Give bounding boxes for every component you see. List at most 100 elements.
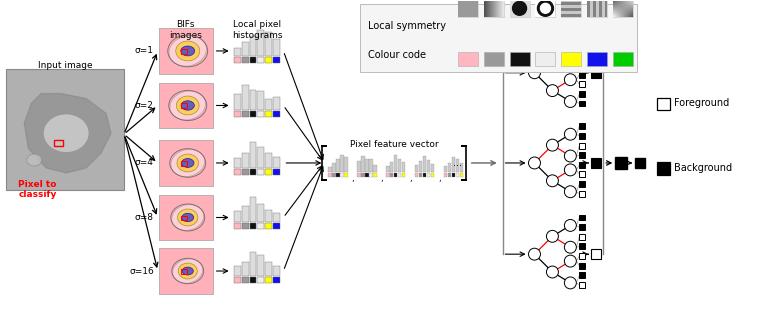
Bar xyxy=(402,162,406,172)
Bar xyxy=(258,223,265,229)
Bar xyxy=(579,91,586,97)
Circle shape xyxy=(537,0,554,16)
Bar xyxy=(241,223,248,229)
Circle shape xyxy=(565,96,576,108)
Bar xyxy=(622,13,623,14)
Bar xyxy=(630,15,631,16)
Bar xyxy=(159,83,213,128)
Bar xyxy=(561,5,581,6)
Bar xyxy=(615,10,616,11)
Bar xyxy=(579,81,586,87)
Bar xyxy=(623,16,624,17)
Bar xyxy=(258,91,265,110)
Bar xyxy=(614,15,615,16)
Bar xyxy=(488,0,489,17)
Bar xyxy=(626,13,627,14)
Bar xyxy=(619,11,620,12)
Bar xyxy=(631,0,632,1)
Bar xyxy=(615,4,616,5)
Bar xyxy=(265,111,272,117)
Bar xyxy=(258,57,265,63)
Bar xyxy=(427,160,431,172)
Bar xyxy=(587,0,608,17)
Text: σ=4: σ=4 xyxy=(135,159,153,167)
Bar xyxy=(614,10,615,11)
Bar xyxy=(623,4,624,5)
Bar xyxy=(613,2,614,4)
Bar xyxy=(398,159,402,172)
Bar xyxy=(627,11,628,12)
Bar xyxy=(617,4,619,5)
Bar xyxy=(423,156,427,172)
Bar xyxy=(233,111,240,117)
Bar xyxy=(615,157,627,169)
Bar xyxy=(561,13,581,14)
Bar xyxy=(614,5,615,6)
Bar xyxy=(427,173,431,177)
Bar xyxy=(431,173,435,177)
Bar xyxy=(631,4,632,5)
Bar xyxy=(622,9,623,10)
Bar xyxy=(623,10,624,11)
Bar xyxy=(619,2,620,4)
Bar xyxy=(631,5,632,6)
Bar xyxy=(614,0,615,1)
Bar xyxy=(500,0,502,17)
Bar xyxy=(620,4,621,5)
Bar xyxy=(622,8,623,9)
Bar xyxy=(619,10,620,11)
Bar xyxy=(632,1,633,2)
Bar xyxy=(625,7,626,8)
Bar xyxy=(419,161,422,172)
Bar xyxy=(390,162,394,172)
Bar xyxy=(250,223,257,229)
Bar xyxy=(241,277,248,283)
Bar xyxy=(419,173,422,177)
Circle shape xyxy=(529,157,540,169)
Bar xyxy=(624,14,625,15)
Bar xyxy=(630,2,631,4)
Bar xyxy=(561,10,581,11)
Bar xyxy=(622,5,623,6)
Ellipse shape xyxy=(176,96,199,115)
Bar xyxy=(619,4,620,5)
Circle shape xyxy=(565,150,576,162)
Bar xyxy=(622,1,623,2)
Bar xyxy=(561,0,581,1)
Bar xyxy=(617,11,619,12)
Bar xyxy=(613,9,614,10)
Bar xyxy=(630,7,631,8)
Bar xyxy=(492,0,493,17)
Bar xyxy=(628,2,630,4)
Bar xyxy=(233,223,240,229)
Bar xyxy=(448,173,451,177)
Bar xyxy=(460,173,464,177)
Bar xyxy=(489,0,491,17)
Bar xyxy=(616,10,617,11)
Bar xyxy=(632,7,633,8)
Bar xyxy=(448,163,451,172)
Bar xyxy=(620,10,621,11)
Bar xyxy=(624,13,625,14)
Bar xyxy=(619,16,620,17)
Bar xyxy=(623,15,624,16)
Bar xyxy=(579,123,586,129)
Text: BIFs
images: BIFs images xyxy=(169,20,202,40)
Bar xyxy=(630,16,631,17)
Bar xyxy=(621,15,622,16)
Bar xyxy=(623,2,624,4)
Bar xyxy=(616,4,617,5)
Ellipse shape xyxy=(182,213,193,222)
Bar xyxy=(579,253,586,259)
Bar xyxy=(181,161,186,166)
Ellipse shape xyxy=(181,101,194,110)
Bar xyxy=(233,94,240,110)
Bar xyxy=(273,223,280,229)
Text: Foreground: Foreground xyxy=(674,99,729,108)
Bar xyxy=(620,14,621,15)
Bar xyxy=(579,162,586,168)
Bar xyxy=(233,158,240,168)
Bar xyxy=(627,10,628,11)
Bar xyxy=(635,158,645,168)
Ellipse shape xyxy=(171,204,204,230)
